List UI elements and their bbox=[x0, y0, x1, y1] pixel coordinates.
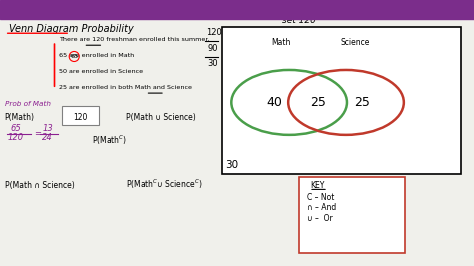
Text: ∪ –  Or: ∪ – Or bbox=[307, 214, 333, 223]
Text: C – Not: C – Not bbox=[307, 193, 335, 202]
Text: 90: 90 bbox=[208, 44, 218, 53]
Text: Math: Math bbox=[272, 38, 291, 47]
Text: ∩ – And: ∩ – And bbox=[307, 203, 337, 212]
Text: 25 are enrolled in both Math and Science: 25 are enrolled in both Math and Science bbox=[59, 85, 192, 90]
Text: 24: 24 bbox=[42, 134, 53, 143]
Bar bbox=[222, 27, 461, 174]
Text: 120: 120 bbox=[206, 28, 222, 37]
Text: 30: 30 bbox=[208, 60, 218, 69]
Text: 30: 30 bbox=[225, 160, 238, 171]
FancyBboxPatch shape bbox=[299, 177, 405, 253]
Text: 120: 120 bbox=[73, 113, 87, 122]
Text: =: = bbox=[34, 129, 41, 138]
Text: 65 are enrolled in Math: 65 are enrolled in Math bbox=[59, 53, 135, 58]
Text: P(Math ∪ Science): P(Math ∪ Science) bbox=[126, 113, 195, 122]
Text: 40: 40 bbox=[266, 96, 282, 109]
Text: 25: 25 bbox=[354, 96, 370, 109]
Text: Venn Diagram Probability: Venn Diagram Probability bbox=[9, 24, 134, 34]
Text: P(Math ∩ Science): P(Math ∩ Science) bbox=[5, 181, 74, 190]
Text: P(Math$^C$$\cup$ Science$^C$): P(Math$^C$$\cup$ Science$^C$) bbox=[126, 177, 202, 190]
FancyBboxPatch shape bbox=[62, 106, 99, 125]
Text: P(Math): P(Math) bbox=[5, 113, 35, 122]
Text: There are 120 freshman enrolled this summer.: There are 120 freshman enrolled this sum… bbox=[59, 37, 210, 42]
Text: 120: 120 bbox=[8, 134, 24, 143]
Text: 65: 65 bbox=[70, 54, 78, 59]
Text: 65: 65 bbox=[10, 124, 21, 133]
Text: P(Math$^C$): P(Math$^C$) bbox=[92, 134, 128, 147]
Text: 13: 13 bbox=[43, 124, 54, 133]
Text: Science: Science bbox=[341, 38, 370, 47]
Text: KEY: KEY bbox=[310, 181, 325, 190]
Text: set 120: set 120 bbox=[282, 16, 316, 25]
Text: 50 are enrolled in Science: 50 are enrolled in Science bbox=[59, 69, 143, 74]
Bar bbox=[0, 0, 474, 19]
Text: Prob of Math: Prob of Math bbox=[5, 101, 51, 107]
Text: 25: 25 bbox=[310, 96, 326, 109]
